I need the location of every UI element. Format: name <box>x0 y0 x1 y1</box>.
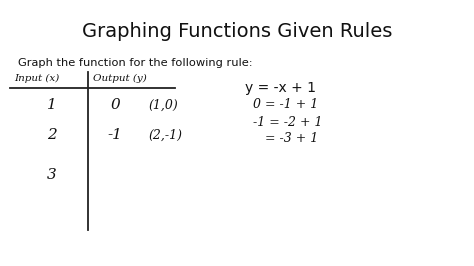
Text: -1: -1 <box>108 128 122 142</box>
Text: Output (y): Output (y) <box>93 73 147 82</box>
Text: Graphing Functions Given Rules: Graphing Functions Given Rules <box>82 22 392 41</box>
Text: Input (x): Input (x) <box>14 73 59 82</box>
Text: 3: 3 <box>47 168 57 182</box>
Text: y = -x + 1: y = -x + 1 <box>245 81 316 95</box>
Text: 2: 2 <box>47 128 57 142</box>
Text: (1,0): (1,0) <box>148 98 178 111</box>
Text: 1: 1 <box>47 98 57 112</box>
Text: = -3 + 1: = -3 + 1 <box>253 132 318 146</box>
Text: Graph the function for the following rule:: Graph the function for the following rul… <box>18 58 253 68</box>
Text: -1 = -2 + 1: -1 = -2 + 1 <box>253 115 322 128</box>
Text: 0: 0 <box>110 98 120 112</box>
Text: 0 = -1 + 1: 0 = -1 + 1 <box>253 98 318 111</box>
Text: (2,-1): (2,-1) <box>148 128 182 142</box>
